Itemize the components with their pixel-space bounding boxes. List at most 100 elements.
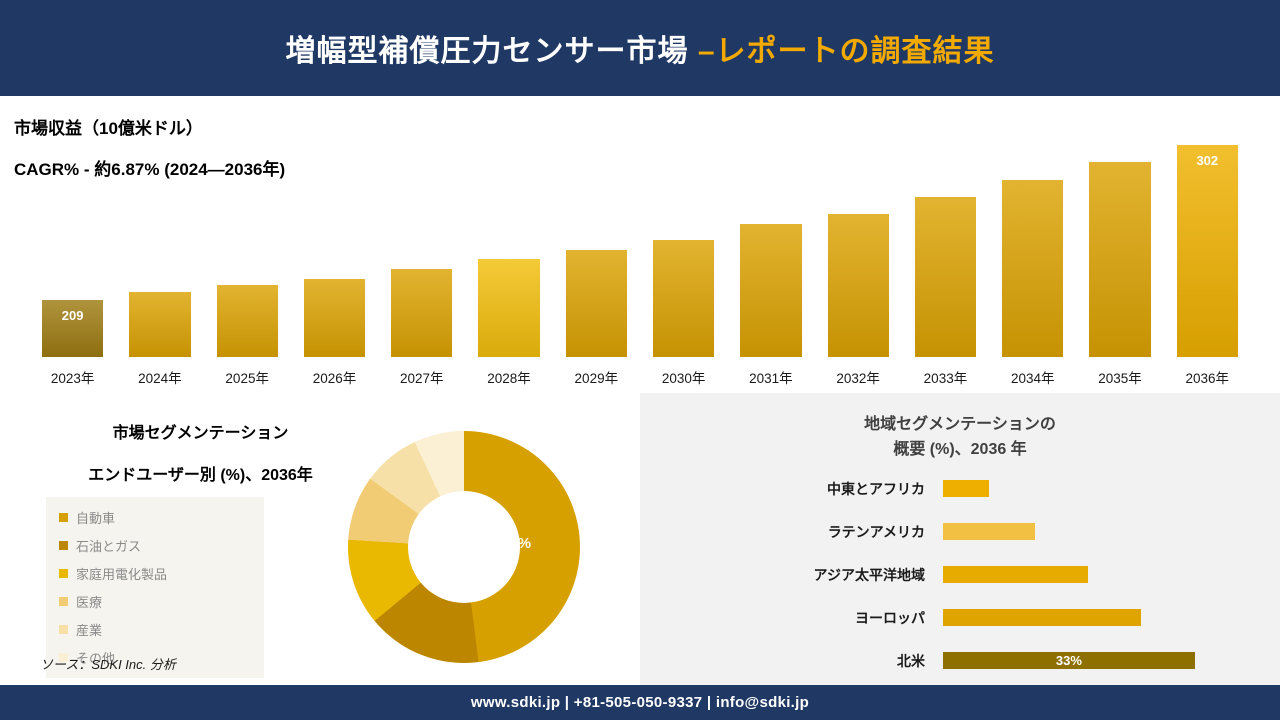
year-label: 2034年 <box>1010 371 1055 386</box>
revenue-bar <box>391 269 453 357</box>
regional-track <box>943 523 1210 541</box>
revenue-bar <box>129 292 191 357</box>
legend-item: 石油とガス <box>59 536 251 555</box>
regional-row: アジア太平洋地域 <box>660 565 1210 585</box>
regional-panel: 地域セグメンテーションの 概要 (%)、2036 年 中東とアフリカ ラテンアメリ… <box>640 393 1280 685</box>
revenue-bar-chart: 209 2023年 2024年 2025年 2026年 2027年 2028年 2029年 20… <box>42 145 1238 387</box>
legend-label: 医療 <box>76 595 103 610</box>
segmentation-panel: 市場セグメンテーション エンドユーザー別 (%)、2036年 自動車石油とガス家… <box>0 393 640 685</box>
year-label: 2026年 <box>312 371 357 386</box>
bar-column: 2031年 <box>740 224 802 387</box>
revenue-bar <box>1089 162 1151 357</box>
segmentation-titles: 市場セグメンテーション エンドユーザー別 (%)、2036年 <box>28 419 373 485</box>
bar-value-label: 302 <box>1196 153 1219 168</box>
footer-bar: www.sdki.jp | +81-505-050-9337 | info@sd… <box>0 685 1280 720</box>
bar-column: 2029年 <box>565 250 627 387</box>
regional-track <box>943 609 1210 627</box>
legend-swatch <box>59 513 68 522</box>
year-label: 2028年 <box>487 371 531 386</box>
page-title-accent: –レポートの調査結果 <box>697 35 995 68</box>
regional-label: 中東とアフリカ <box>827 480 925 497</box>
donut-value-label: 48% <box>501 535 532 553</box>
regional-label: アジア太平洋地域 <box>813 566 925 583</box>
regional-label: ラテンアメリカ <box>827 523 925 540</box>
regional-track <box>943 566 1210 584</box>
legend-label: その他 <box>76 651 116 666</box>
regional-track <box>943 480 1210 498</box>
regional-value-label: 33% <box>1055 653 1082 669</box>
bar-column: 2025年 <box>216 285 278 387</box>
regional-row: ラテンアメリカ <box>660 522 1210 542</box>
bar-column: 2033年 <box>914 197 977 387</box>
regional-title-line2: 概要 (%)、2036 年 <box>893 440 1027 458</box>
bar-column: 302 2036年 <box>1176 145 1238 387</box>
regional-title: 地域セグメンテーションの 概要 (%)、2036 年 <box>640 413 1280 463</box>
revenue-metric-label: 市場収益（10億米ドル） <box>14 119 203 138</box>
bar-column: 2027年 <box>391 269 453 387</box>
bar-column: 2030年 <box>652 240 715 387</box>
revenue-bar: 302 <box>1176 145 1238 357</box>
legend-label: 産業 <box>76 623 103 638</box>
source-note: ソース：SDKI Inc. 分析 <box>40 657 176 672</box>
year-label: 2035年 <box>1098 371 1142 386</box>
legend-item: 自動車 <box>59 508 251 527</box>
end-user-legend: 自動車石油とガス家庭用電化製品 医療産業その他 <box>46 497 264 678</box>
regional-row: 北米 33% <box>660 651 1210 671</box>
footer-contact-text: www.sdki.jp | +81-505-050-9337 | info@sd… <box>470 694 810 711</box>
legend-label: 家庭用電化製品 <box>76 567 168 582</box>
legend-swatch <box>59 597 68 606</box>
bar-value-label: 209 <box>61 308 84 323</box>
regional-bar <box>943 609 1142 627</box>
regional-label: ヨーロッパ <box>855 609 925 626</box>
revenue-bar <box>827 214 889 357</box>
revenue-bar <box>478 259 540 357</box>
header-banner: 増幅型補償圧力センサー市場 –レポートの調査結果 <box>0 0 1280 96</box>
year-label: 2030年 <box>661 371 706 386</box>
legend-item: 産業 <box>59 620 251 639</box>
year-label: 2023年 <box>50 371 95 386</box>
regional-bar-rows: 中東とアフリカ ラテンアメリカアジア太平洋地域ヨーロッパ北米 33% <box>640 479 1280 671</box>
revenue-section: 市場収益（10億米ドル） CAGR% - 約6.87% (2024―2036年)… <box>0 96 1280 393</box>
year-label: 2025年 <box>225 371 269 386</box>
segmentation-subtitle: エンドユーザー別 (%)、2036年 <box>88 467 313 484</box>
legend-label: 自動車 <box>76 511 116 526</box>
year-label: 2024年 <box>138 371 182 386</box>
revenue-bar <box>216 285 278 357</box>
year-label: 2032年 <box>836 371 880 386</box>
legend-item: 家庭用電化製品 <box>59 564 251 583</box>
revenue-bar <box>652 240 715 357</box>
regional-bar <box>943 523 1035 541</box>
legend-label: 石油とガス <box>76 539 142 554</box>
bar-column: 2024年 <box>129 292 191 387</box>
revenue-bar <box>1002 180 1064 357</box>
revenue-bar: 209 <box>42 300 104 357</box>
bar-column: 2035年 <box>1089 162 1151 387</box>
revenue-bar <box>740 224 802 357</box>
segmentation-title: 市場セグメンテーション <box>112 425 289 442</box>
bottom-row: 市場セグメンテーション エンドユーザー別 (%)、2036年 自動車石油とガス家… <box>0 393 1280 685</box>
legend-swatch <box>59 541 68 550</box>
regional-bar <box>943 480 989 498</box>
bar-column: 209 2023年 <box>42 300 104 387</box>
regional-bar <box>943 566 1088 584</box>
revenue-chart-wrap: 209 2023年 2024年 2025年 2026年 2027年 2028年 2029年 20… <box>42 145 1238 387</box>
revenue-bar <box>303 279 366 357</box>
year-label: 2031年 <box>749 371 793 386</box>
legend-item: 医療 <box>59 592 251 611</box>
revenue-cagr-label: CAGR% - 約6.87% (2024―2036年) <box>14 160 286 179</box>
bar-column: 2032年 <box>827 214 889 387</box>
legend-item: その他 <box>59 648 251 667</box>
bar-column: 2026年 <box>303 279 366 387</box>
donut-hole <box>408 491 520 603</box>
bar-column: 2034年 <box>1002 180 1064 387</box>
revenue-labels: 市場収益（10億米ドル） CAGR% - 約6.87% (2024―2036年) <box>14 114 285 180</box>
legend-swatch <box>59 625 68 634</box>
year-label: 2033年 <box>923 371 968 386</box>
legend-swatch <box>59 569 68 578</box>
year-label: 2029年 <box>574 371 619 386</box>
end-user-donut-wrap: 48% <box>348 431 580 663</box>
revenue-bar <box>914 197 977 357</box>
revenue-bar <box>565 250 627 357</box>
regional-title-line1: 地域セグメンテーションの <box>864 416 1056 433</box>
regional-bar: 33% <box>943 652 1195 670</box>
